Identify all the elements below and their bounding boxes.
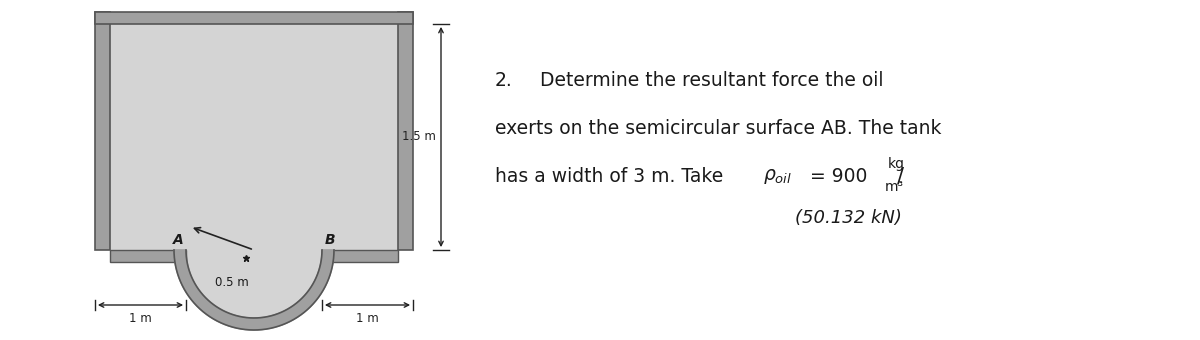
Text: 1.5 m: 1.5 m: [402, 131, 436, 143]
Text: 1 m: 1 m: [130, 312, 152, 325]
Bar: [95, 12, 413, 24]
Text: 1 m: 1 m: [356, 312, 379, 325]
Text: 0.5 m: 0.5 m: [215, 275, 248, 289]
Bar: [398, 12, 413, 250]
Bar: [110, 250, 186, 262]
Text: kg: kg: [888, 157, 905, 171]
Text: 2.: 2.: [496, 70, 512, 89]
Text: = 900: = 900: [810, 167, 868, 186]
Polygon shape: [186, 250, 322, 318]
Text: m³: m³: [886, 180, 904, 194]
Text: A: A: [173, 233, 184, 247]
Text: exerts on the semicircular surface AB. The tank: exerts on the semicircular surface AB. T…: [496, 119, 942, 137]
Bar: [95, 12, 110, 250]
Bar: [322, 250, 398, 262]
Text: has a width of 3 m. Take: has a width of 3 m. Take: [496, 167, 730, 186]
Text: Determine the resultant force the oil: Determine the resultant force the oil: [540, 70, 883, 89]
Text: /: /: [898, 166, 904, 186]
Text: (50.132 kN): (50.132 kN): [796, 209, 902, 227]
Text: B: B: [325, 233, 335, 247]
Bar: [110, 24, 398, 250]
Text: $\rho_{oil}$: $\rho_{oil}$: [763, 167, 792, 186]
Polygon shape: [174, 250, 334, 330]
